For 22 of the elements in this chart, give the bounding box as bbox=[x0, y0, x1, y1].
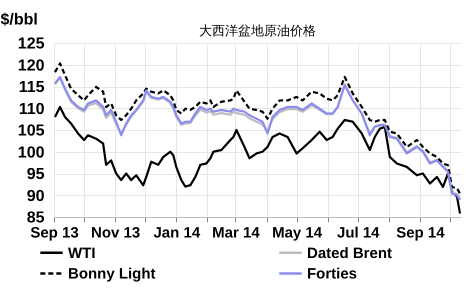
x-tick-label: Jul 14 bbox=[336, 224, 380, 242]
y-tick-label: 125 bbox=[18, 36, 45, 52]
y-tick-label: 105 bbox=[18, 122, 45, 140]
y-tick-label: 115 bbox=[18, 79, 45, 96]
x-tick-label: Sep 14 bbox=[396, 224, 446, 242]
y-tick-label: 95 bbox=[26, 166, 45, 183]
legend-label: Forties bbox=[307, 266, 358, 282]
x-tick-label: Sep 13 bbox=[30, 224, 79, 242]
y-tick-label: 90 bbox=[26, 188, 45, 205]
y-axis-title: $/bbl bbox=[0, 12, 38, 28]
y-tick-label: 110 bbox=[18, 100, 45, 118]
x-tick-label: May 14 bbox=[272, 224, 323, 242]
legend-label: WTI bbox=[68, 244, 96, 262]
x-tick-label: Mar 14 bbox=[212, 224, 260, 242]
y-tick-label: 120 bbox=[18, 57, 45, 74]
y-tick-label: 100 bbox=[18, 144, 45, 162]
y-tick-label: 85 bbox=[26, 210, 45, 226]
chart-title: 大西洋盆地原油价格 bbox=[199, 23, 316, 38]
legend-label: Bonny Light bbox=[68, 266, 156, 282]
legend-label: Dated Brent bbox=[307, 244, 392, 262]
x-tick-label: Nov 13 bbox=[91, 224, 140, 242]
x-tick-label: Jan 14 bbox=[153, 224, 201, 242]
